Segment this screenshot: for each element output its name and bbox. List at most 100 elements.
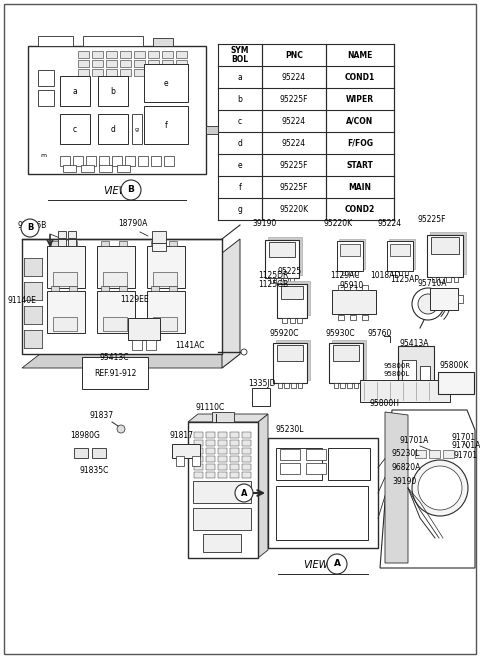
Bar — [218, 472, 227, 478]
Bar — [38, 90, 54, 106]
Bar — [362, 285, 368, 290]
Text: 91701: 91701 — [454, 451, 478, 460]
Text: 95710A: 95710A — [417, 279, 447, 288]
Bar — [389, 239, 415, 269]
Bar — [332, 340, 366, 380]
Bar — [298, 383, 302, 388]
Bar — [106, 69, 117, 76]
Bar — [194, 448, 203, 454]
Bar — [92, 448, 106, 458]
Text: 95225F: 95225F — [280, 182, 308, 191]
Bar — [24, 306, 42, 324]
Bar — [92, 60, 103, 67]
Polygon shape — [22, 354, 240, 368]
Bar — [281, 286, 303, 299]
Circle shape — [235, 484, 253, 502]
Text: 95224: 95224 — [378, 219, 402, 228]
Bar — [405, 271, 408, 275]
Bar — [415, 450, 426, 458]
Bar — [151, 156, 161, 166]
Bar — [24, 306, 42, 324]
Bar — [24, 282, 42, 300]
Bar — [73, 156, 83, 166]
Bar — [152, 231, 166, 243]
Bar — [194, 456, 203, 462]
Bar — [458, 295, 463, 303]
Bar — [218, 456, 227, 462]
Bar — [242, 464, 251, 470]
Bar — [86, 156, 96, 166]
Text: b: b — [110, 86, 115, 95]
Bar — [112, 156, 122, 166]
Bar — [230, 440, 239, 446]
Bar — [63, 165, 76, 172]
Circle shape — [418, 466, 462, 510]
Text: 95800K: 95800K — [440, 361, 469, 370]
Bar — [212, 412, 234, 422]
Bar — [68, 239, 76, 246]
Circle shape — [121, 180, 141, 200]
Bar — [338, 285, 344, 290]
Bar — [78, 51, 89, 58]
Bar — [120, 60, 131, 67]
Bar — [162, 60, 173, 67]
Bar — [230, 472, 239, 478]
Text: COND2: COND2 — [345, 205, 375, 213]
Bar — [152, 243, 166, 251]
Bar — [439, 277, 444, 282]
Bar — [354, 383, 359, 388]
Text: 91837: 91837 — [90, 411, 114, 420]
Text: 1129AC: 1129AC — [330, 271, 360, 280]
Text: WIPER: WIPER — [346, 95, 374, 103]
Text: A/CON: A/CON — [347, 116, 373, 126]
Bar — [193, 508, 251, 530]
Bar — [119, 241, 127, 246]
Text: 95220K: 95220K — [324, 219, 353, 228]
Text: 95930C: 95930C — [326, 329, 356, 338]
Bar — [147, 291, 185, 333]
Bar — [68, 231, 76, 238]
Bar — [24, 282, 42, 300]
Text: VIEW: VIEW — [103, 186, 128, 196]
Text: a: a — [238, 72, 242, 82]
Bar — [153, 317, 177, 331]
Text: 95225: 95225 — [278, 267, 302, 276]
Bar — [101, 286, 109, 291]
Bar — [277, 284, 307, 318]
Bar — [362, 315, 368, 320]
Bar — [230, 464, 239, 470]
Bar — [119, 286, 127, 291]
Bar — [242, 432, 251, 438]
Text: VIEW: VIEW — [303, 560, 328, 570]
Bar — [270, 278, 274, 283]
Text: 95413C: 95413C — [100, 353, 130, 362]
Circle shape — [21, 219, 39, 237]
Bar — [24, 258, 42, 276]
Bar — [334, 383, 338, 388]
Bar — [350, 315, 356, 320]
Circle shape — [418, 294, 438, 314]
Text: SYM
BOL: SYM BOL — [231, 45, 249, 64]
Bar — [98, 76, 128, 106]
Text: 1018AD: 1018AD — [370, 271, 400, 280]
Text: f: f — [239, 182, 241, 191]
Bar — [192, 456, 200, 466]
Text: 95800L: 95800L — [384, 371, 410, 377]
Text: START: START — [347, 161, 373, 170]
Bar — [24, 330, 42, 348]
Bar — [280, 463, 300, 474]
Text: 91701A: 91701A — [400, 436, 430, 445]
Bar — [390, 244, 410, 256]
Bar — [47, 246, 85, 288]
Text: 96820A: 96820A — [392, 463, 421, 472]
Bar — [99, 156, 109, 166]
Text: m: m — [40, 153, 46, 158]
Text: e: e — [164, 78, 168, 88]
Bar — [97, 291, 135, 333]
Bar — [290, 278, 294, 283]
Bar — [24, 282, 42, 300]
Bar — [430, 288, 458, 310]
Circle shape — [212, 421, 220, 429]
Bar — [193, 481, 251, 503]
Bar — [306, 449, 326, 460]
